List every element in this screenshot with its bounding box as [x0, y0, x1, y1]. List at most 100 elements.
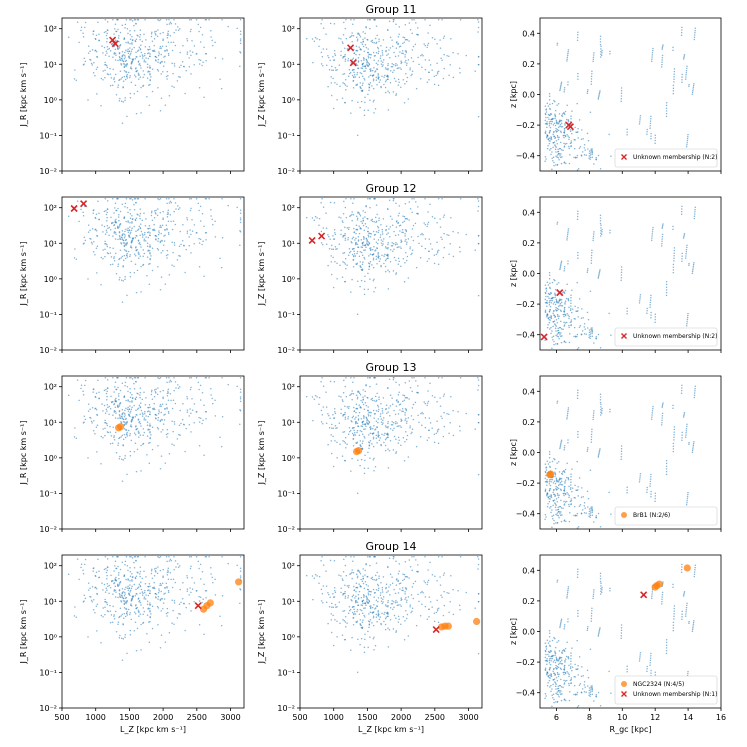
- star-point: [239, 38, 242, 40]
- star-point: [685, 253, 687, 255]
- star-point: [372, 279, 375, 282]
- y-tick-label: 0.0: [522, 449, 535, 458]
- star-point: [330, 76, 332, 78]
- star-point: [143, 431, 146, 434]
- star-point: [587, 148, 589, 150]
- star-point: [564, 480, 566, 483]
- star-point: [556, 154, 559, 156]
- star-point: [410, 74, 412, 77]
- star-point: [359, 106, 361, 109]
- star-point: [422, 55, 424, 57]
- star-point: [82, 35, 85, 38]
- star-point: [661, 54, 664, 57]
- star-point: [665, 104, 668, 107]
- star-point: [73, 615, 76, 617]
- star-point: [693, 36, 696, 39]
- star-point: [156, 35, 159, 38]
- star-point: [124, 409, 126, 412]
- star-point: [428, 238, 431, 240]
- star-point: [441, 417, 443, 419]
- star-point: [558, 478, 561, 481]
- star-point: [120, 78, 122, 80]
- star-point: [91, 422, 93, 424]
- star-point: [212, 44, 214, 47]
- star-point: [201, 34, 204, 36]
- star-point: [124, 615, 127, 618]
- star-point: [372, 409, 375, 412]
- star-point: [651, 54, 654, 56]
- star-point: [573, 335, 575, 338]
- star-point: [400, 265, 402, 268]
- star-point: [571, 289, 573, 291]
- star-point: [378, 76, 380, 79]
- star-point: [325, 422, 328, 425]
- star-point: [329, 380, 332, 383]
- star-point: [392, 199, 395, 202]
- star-point: [137, 586, 140, 588]
- star-point: [174, 223, 177, 226]
- star-point: [351, 219, 353, 222]
- star-point: [114, 231, 117, 234]
- star-point: [404, 83, 406, 85]
- y-tick-label: 10⁻²: [277, 167, 295, 176]
- star-point: [377, 430, 379, 433]
- star-point: [168, 381, 171, 383]
- star-point: [652, 405, 654, 408]
- star-point: [167, 32, 169, 35]
- star-point: [573, 156, 575, 159]
- star-point: [365, 67, 367, 70]
- star-point: [459, 377, 462, 379]
- star-point: [692, 267, 694, 269]
- star-point: [87, 224, 90, 226]
- star-point: [166, 229, 168, 231]
- star-point: [375, 409, 378, 412]
- star-point: [134, 84, 137, 87]
- star-point: [387, 425, 389, 428]
- star-point: [411, 19, 413, 21]
- star-point: [151, 586, 154, 589]
- unknown-marker: [349, 59, 357, 67]
- star-point: [92, 251, 95, 253]
- star-point: [652, 49, 654, 52]
- star-point: [126, 614, 129, 616]
- star-point: [389, 226, 392, 228]
- star-point: [554, 117, 556, 119]
- star-point: [322, 206, 325, 208]
- star-point: [371, 397, 374, 400]
- star-point: [380, 265, 382, 268]
- star-point: [193, 601, 195, 603]
- star-point: [364, 37, 366, 39]
- star-point: [137, 198, 140, 200]
- star-point: [239, 198, 242, 200]
- star-point: [177, 563, 179, 565]
- star-point: [365, 237, 367, 239]
- star-point: [96, 66, 99, 68]
- star-point: [93, 240, 95, 243]
- star-point: [557, 506, 559, 509]
- star-point: [182, 224, 184, 226]
- star-point: [693, 441, 695, 443]
- star-point: [384, 86, 387, 89]
- star-point: [392, 242, 395, 245]
- star-point: [369, 74, 372, 77]
- star-point: [125, 423, 127, 426]
- star-point: [160, 252, 162, 254]
- star-point: [673, 439, 675, 441]
- star-point: [89, 408, 91, 410]
- star-point: [443, 411, 445, 414]
- star-point: [550, 478, 552, 481]
- star-point: [146, 589, 149, 592]
- star-point: [126, 433, 128, 436]
- star-point: [168, 94, 171, 97]
- star-point: [381, 412, 384, 414]
- star-point: [146, 632, 148, 635]
- star-point: [133, 271, 136, 274]
- star-point: [119, 97, 121, 100]
- star-point: [551, 330, 553, 332]
- star-point: [117, 59, 119, 62]
- star-point: [377, 251, 379, 254]
- star-point: [556, 333, 559, 335]
- star-point: [149, 53, 151, 55]
- star-point: [400, 241, 402, 243]
- star-point: [577, 78, 579, 80]
